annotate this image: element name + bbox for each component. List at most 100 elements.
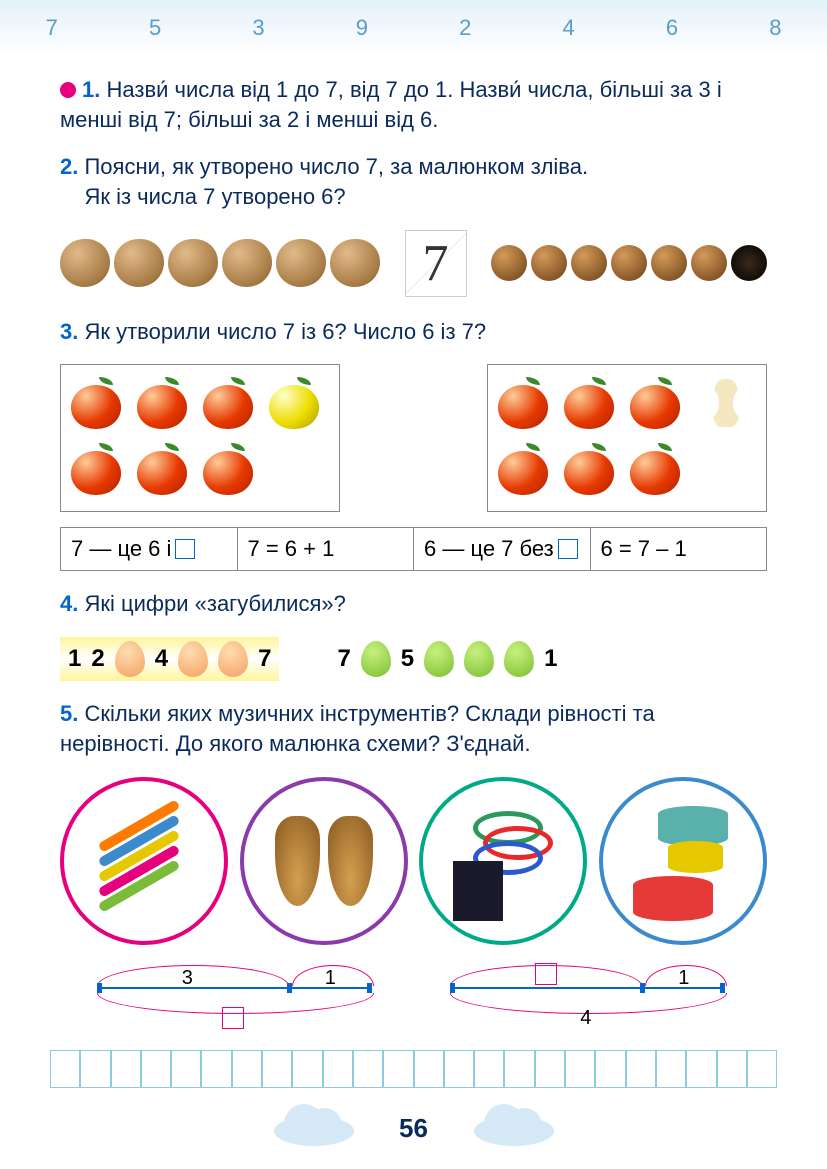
task-text: Які цифри «загубилися»?	[84, 591, 345, 616]
task-text: Як утворили число 7 із 6? Число 6 із 7?	[84, 319, 486, 344]
bullet-icon	[60, 82, 76, 98]
header-digit: 4	[562, 15, 574, 41]
walnut-icon	[222, 239, 272, 287]
leaf-icon	[504, 641, 534, 677]
leaf-icon	[424, 641, 454, 677]
drum-icon	[658, 806, 728, 846]
header-digit: 9	[356, 15, 368, 41]
strip-digit: 1	[544, 645, 557, 673]
hazelnut-icon	[731, 245, 767, 281]
apple-icon	[630, 375, 684, 429]
blank-box[interactable]	[558, 539, 578, 559]
equation-cell: 7 = 6 + 1	[238, 528, 415, 570]
hazelnut-icon	[691, 245, 727, 281]
task-number: 5.	[60, 701, 78, 726]
missing-digits-row: 1 2 4 7 7 5 1	[60, 637, 767, 681]
hazelnut-icon	[651, 245, 687, 281]
scheme-2: 1 4	[440, 965, 740, 1035]
banduras-circle	[240, 777, 408, 945]
walnuts-group	[60, 239, 380, 287]
leaf-icon	[178, 641, 208, 677]
hazelnut-icon	[611, 245, 647, 281]
drum-icon	[668, 841, 723, 873]
task-number: 1.	[82, 77, 100, 102]
walnut-icon	[168, 239, 218, 287]
strip-digit: 7	[258, 645, 271, 673]
eq-text: 6 — це 7 без	[424, 536, 554, 562]
header-digit: 3	[252, 15, 264, 41]
header-number-strip: 7 5 3 9 2 4 6 8	[0, 0, 827, 55]
task-text: Як із числа 7 утворено 6?	[84, 184, 345, 209]
strip-digit: 4	[155, 645, 168, 673]
walnut-icon	[330, 239, 380, 287]
instruments-row	[60, 777, 767, 945]
hazelnut-icon	[491, 245, 527, 281]
strip-left: 1 2 4 7	[60, 637, 279, 681]
strip-digit: 2	[91, 645, 104, 673]
bandura-icon	[275, 816, 320, 906]
schemes-row: 3 1 1 4	[60, 965, 767, 1035]
apple-icon	[71, 375, 125, 429]
header-digit: 5	[149, 15, 161, 41]
task-3: 3. Як утворили число 7 із 6? Число 6 із …	[60, 317, 767, 347]
header-digit: 6	[666, 15, 678, 41]
header-digit: 7	[46, 15, 58, 41]
hazelnuts-group	[491, 245, 767, 281]
header-digit: 8	[769, 15, 781, 41]
apple-icon	[498, 441, 552, 495]
apples-illustration	[60, 364, 767, 512]
bag-icon	[453, 861, 503, 921]
apple-icon	[71, 441, 125, 495]
hazelnut-icon	[571, 245, 607, 281]
nuts-illustration: 7	[60, 230, 767, 297]
task-number: 3.	[60, 319, 78, 344]
apple-core-icon	[696, 375, 756, 435]
scheme-unknown[interactable]	[535, 963, 557, 988]
digit-seven-card: 7	[405, 230, 467, 297]
hazelnut-icon	[531, 245, 567, 281]
task-number: 2.	[60, 154, 78, 179]
task-5: 5. Скільки яких музичних інструментів? С…	[60, 699, 767, 758]
apple-icon	[137, 441, 191, 495]
equation-cell: 6 — це 7 без	[414, 528, 591, 570]
drums-circle	[599, 777, 767, 945]
task-4: 4. Які цифри «загубилися»?	[60, 589, 767, 619]
apple-icon	[137, 375, 191, 429]
cloud-icon	[474, 1116, 554, 1146]
equations-table: 7 — це 6 і 7 = 6 + 1 6 — це 7 без 6 = 7 …	[60, 527, 767, 571]
task-text: Скільки яких музичних інструментів? Скла…	[60, 701, 655, 756]
task-text: Поясни, як утворено число 7, за малюнком…	[84, 154, 588, 179]
scheme-label: 4	[580, 1007, 591, 1030]
drum-icon	[633, 876, 713, 921]
scheme-1: 3 1	[87, 965, 387, 1035]
leaf-icon	[464, 641, 494, 677]
walnut-icon	[60, 239, 110, 287]
equation-cell: 6 = 7 – 1	[591, 528, 767, 570]
blank-box[interactable]	[175, 539, 195, 559]
apple-icon	[498, 375, 552, 429]
scheme-label: 1	[325, 967, 336, 990]
flutes-circle	[60, 777, 228, 945]
apple-icon	[630, 441, 684, 495]
answer-grid[interactable]	[50, 1050, 777, 1088]
task-2: 2. Поясни, як утворено число 7, за малюн…	[60, 152, 767, 211]
apple-icon	[203, 375, 257, 429]
task-1: 1. Назви́ числа від 1 до 7, від 7 до 1. …	[60, 75, 767, 134]
strip-right: 7 5 1	[329, 637, 565, 681]
tambourines-circle	[419, 777, 587, 945]
equation-cell: 7 — це 6 і	[61, 528, 238, 570]
strip-digit: 5	[401, 645, 414, 673]
scheme-label: 1	[678, 967, 689, 990]
scheme-unknown[interactable]	[222, 1007, 244, 1032]
header-digit: 2	[459, 15, 471, 41]
cloud-icon	[274, 1116, 354, 1146]
apple-yellow-icon	[269, 375, 323, 429]
apples-left-box	[60, 364, 340, 512]
apple-icon	[564, 441, 618, 495]
leaf-icon	[218, 641, 248, 677]
apples-right-box	[487, 364, 767, 512]
apple-icon	[564, 375, 618, 429]
apple-icon	[203, 441, 257, 495]
task-number: 4.	[60, 591, 78, 616]
scheme-label: 3	[182, 967, 193, 990]
